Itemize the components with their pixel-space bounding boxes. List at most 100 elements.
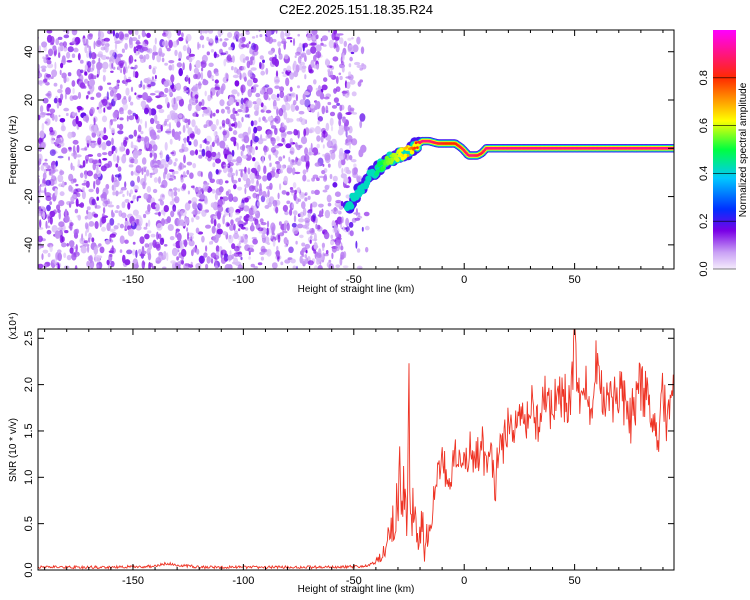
heatmap-noise-speckle: [107, 82, 112, 85]
heatmap-noise-speckle: [203, 124, 208, 129]
heatmap-noise-speckle: [260, 256, 264, 261]
heatmap-noise-speckle: [57, 227, 64, 231]
heatmap-noise-speckle: [121, 154, 127, 164]
heatmap-noise-speckle: [200, 61, 206, 65]
heatmap-noise-speckle: [315, 100, 318, 107]
heatmap-noise-speckle: [249, 172, 256, 180]
heatmap-noise-speckle: [245, 30, 250, 33]
heatmap-noise-speckle: [91, 159, 98, 165]
heatmap-noise-speckle: [33, 207, 36, 210]
heatmap-noise-speckle: [154, 74, 157, 80]
figure-title: C2E2.2025.151.18.35.R24: [279, 2, 433, 17]
heatmap-noise-speckle: [169, 138, 173, 145]
heatmap-noise-speckle: [96, 74, 99, 78]
heatmap-noise-speckle: [206, 51, 210, 56]
heatmap-noise-speckle: [309, 239, 312, 244]
heatmap-noise-speckle: [312, 36, 316, 41]
heatmap-noise-speckle: [95, 92, 102, 98]
heatmap-noise-speckle: [202, 139, 207, 143]
heatmap-noise-speckle: [315, 90, 322, 97]
heatmap-noise-speckle: [114, 210, 119, 214]
heatmap-noise-speckle: [96, 264, 100, 269]
heatmap-noise-speckle: [39, 105, 44, 113]
heatmap-noise-speckle: [86, 44, 89, 48]
heatmap-noise-speckle: [353, 212, 360, 215]
heatmap-noise-speckle: [292, 226, 299, 235]
heatmap-noise-speckle: [316, 135, 321, 142]
heatmap-noise-speckle: [214, 193, 218, 201]
heatmap-noise-speckle: [194, 187, 199, 193]
heatmap-noise-speckle: [187, 118, 191, 126]
heatmap-noise-speckle: [299, 99, 305, 106]
heatmap-noise-speckle: [221, 119, 226, 127]
heatmap-noise-speckle: [327, 69, 330, 73]
heatmap-noise-speckle: [129, 101, 134, 106]
heatmap-noise-speckle: [138, 34, 141, 40]
heatmap-noise-speckle: [327, 101, 332, 106]
heatmap-noise-speckle: [296, 187, 301, 193]
heatmap-noise-speckle: [298, 110, 305, 115]
heatmap-noise-speckle: [126, 249, 133, 255]
heatmap-noise-speckle: [241, 36, 246, 42]
heatmap-noise-speckle: [271, 93, 277, 100]
heatmap-noise-speckle: [219, 126, 222, 130]
heatmap-ridge-cell: [401, 154, 405, 158]
heatmap-noise-speckle: [95, 178, 101, 186]
heatmap-noise-speckle: [42, 97, 49, 104]
heatmap-noise-speckle: [228, 127, 233, 132]
heatmap-noise-speckle: [80, 246, 87, 254]
heatmap-noise-speckle: [214, 86, 221, 91]
heatmap-noise-speckle: [96, 61, 102, 71]
heatmap-noise-speckle: [47, 252, 51, 258]
heatmap-noise-speckle: [323, 130, 326, 135]
heatmap-noise-speckle: [94, 221, 99, 229]
heatmap-noise-speckle: [49, 245, 53, 253]
heatmap-noise-speckle: [262, 190, 267, 198]
heatmap-noise-speckle: [310, 104, 315, 109]
heatmap-noise-speckle: [187, 127, 193, 136]
heatmap-noise-speckle: [245, 43, 250, 49]
heatmap-noise-speckle: [63, 75, 67, 84]
heatmap-noise-speckle: [39, 141, 46, 150]
heatmap-noise-speckle: [106, 91, 109, 100]
heatmap-noise-speckle: [195, 99, 198, 104]
heatmap-noise-speckle: [119, 223, 124, 229]
heatmap-noise-speckle: [233, 121, 238, 129]
heatmap-noise-speckle: [57, 155, 64, 159]
heatmap-noise-speckle: [225, 180, 229, 184]
heatmap-noise-speckle: [345, 194, 351, 199]
heatmap-ridge-cell: [382, 165, 386, 169]
heatmap-noise-speckle: [278, 221, 282, 226]
heatmap-noise-speckle: [210, 49, 214, 53]
heatmap-noise-speckle: [80, 69, 84, 74]
heatmap-noise-speckle: [100, 165, 107, 172]
heatmap-noise-speckle: [87, 91, 91, 95]
heatmap-noise-speckle: [307, 107, 311, 112]
heatmap-noise-speckle: [208, 62, 214, 67]
heatmap-noise-speckle: [168, 87, 171, 93]
heatmap-noise-speckle: [102, 158, 108, 161]
heatmap-noise-speckle: [344, 185, 350, 189]
heatmap-noise-speckle: [93, 75, 97, 80]
heatmap-noise-speckle: [361, 64, 367, 70]
heatmap-noise-speckle: [132, 150, 139, 159]
heatmap-noise-speckle: [47, 215, 51, 224]
heatmap-noise-speckle: [311, 30, 318, 36]
heatmap-noise-speckle: [268, 154, 271, 159]
heatmap-noise-speckle: [128, 76, 131, 80]
heatmap-noise-speckle: [113, 225, 119, 230]
heatmap-noise-speckle: [244, 227, 249, 231]
heatmap-noise-speckle: [316, 224, 321, 230]
heatmap-noise-speckle: [170, 151, 175, 155]
heatmap-noise-speckle: [205, 263, 209, 269]
heatmap-noise-speckle: [310, 142, 313, 152]
heatmap-noise-speckle: [291, 202, 294, 209]
heatmap-noise-speckle: [350, 159, 357, 163]
heatmap-noise-speckle: [321, 170, 326, 175]
heatmap-noise-speckle: [318, 175, 325, 179]
heatmap-noise-speckle: [71, 80, 76, 87]
heatmap-noise-speckle: [265, 67, 269, 75]
heatmap-noise-speckle: [239, 215, 243, 219]
heatmap-noise-speckle: [291, 222, 297, 228]
heatmap-noise-speckle: [229, 250, 232, 256]
